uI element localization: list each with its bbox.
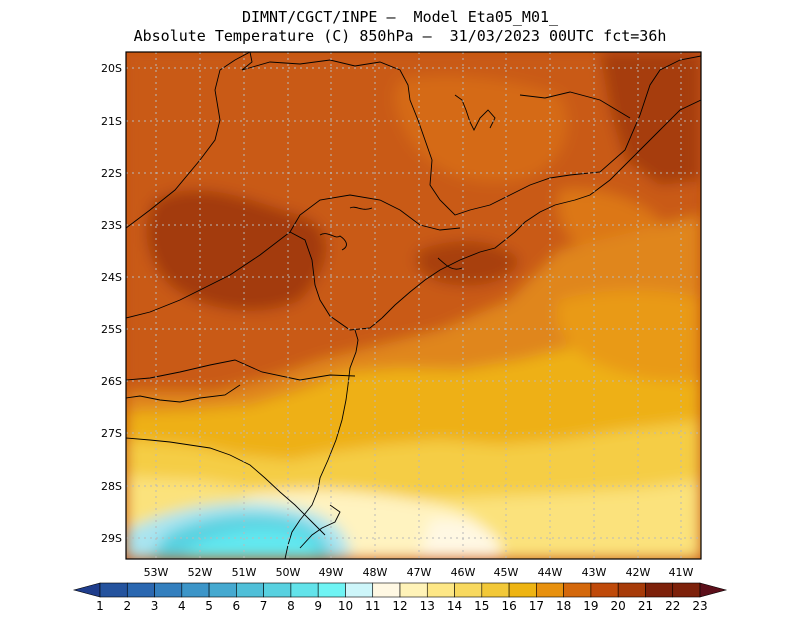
longitude-label: 45W — [493, 566, 519, 579]
colorbar-label: 20 — [610, 599, 626, 613]
longitude-label: 43W — [581, 566, 607, 579]
colorbar-label: 16 — [501, 599, 517, 613]
longitude-label: 52W — [187, 566, 213, 579]
latitude-label: 28S — [101, 480, 122, 493]
latitude-label: 25S — [101, 323, 122, 336]
colorbar-label: 2 — [123, 599, 132, 613]
longitude-label: 44W — [537, 566, 563, 579]
colorbar-label: 11 — [365, 599, 381, 613]
colorbar-segment — [154, 582, 183, 598]
grid-lines — [126, 52, 701, 559]
title-line-2: Absolute Temperature (C) 850hPa – 31/03/… — [133, 27, 667, 45]
colorbar-segment — [426, 582, 455, 598]
colorbar-label: 18 — [555, 599, 572, 613]
colorbar-segment — [208, 582, 237, 598]
title-line-1: DIMNT/CGCT/INPE – Model Eta05_M01_ — [241, 8, 559, 26]
colorbar-label: 17 — [528, 599, 544, 613]
colorbar-label: 13 — [419, 599, 435, 613]
colorbar-segment — [372, 582, 401, 598]
colorbar-label: 14 — [446, 599, 463, 613]
colorbar-segment — [536, 582, 564, 598]
colorbar-segment — [563, 582, 592, 598]
colorbar-label: 21 — [637, 599, 654, 613]
colorbar-label: 10 — [337, 599, 354, 613]
colorbar-segment — [617, 582, 646, 598]
colorbar-label: 1 — [96, 599, 104, 613]
longitude-label: 48W — [362, 566, 388, 579]
colorbar-segment — [399, 582, 428, 598]
colorbar-label: 3 — [150, 599, 159, 613]
latitude-label: 21S — [101, 115, 122, 128]
map-frame — [125, 51, 702, 560]
colorbar-label: 19 — [583, 599, 599, 613]
colorbar — [72, 582, 728, 598]
coastlines-borders — [126, 52, 701, 559]
temperature-field — [126, 52, 701, 559]
colorbar-segment — [236, 582, 264, 598]
latitude-label: 22S — [101, 167, 122, 180]
colorbar-label: 4 — [177, 599, 186, 613]
colorbar-label: 12 — [392, 599, 408, 613]
longitude-label: 41W — [668, 566, 694, 579]
colorbar-segment — [672, 582, 701, 598]
colorbar-label: 9 — [314, 599, 322, 613]
colorbar-label: 23 — [692, 599, 708, 613]
colorbar-segment — [99, 582, 128, 598]
colorbar-segment — [126, 582, 155, 598]
colorbar-segment — [454, 582, 483, 598]
colorbar-label: 15 — [474, 599, 490, 613]
colorbar-label: 6 — [232, 599, 241, 613]
colorbar-arrow-high — [699, 582, 728, 598]
longitude-label: 50W — [275, 566, 301, 579]
latitude-label: 27S — [101, 427, 122, 440]
latitude-label: 24S — [101, 271, 122, 284]
colorbar-segment — [508, 582, 537, 598]
colorbar-label: 5 — [205, 599, 213, 613]
latitude-label: 20S — [101, 62, 122, 75]
colorbar-segment — [590, 582, 619, 598]
colorbar-segment — [345, 582, 374, 598]
latitude-label: 26S — [101, 375, 122, 388]
colorbar-segment — [181, 582, 210, 598]
longitude-label: 42W — [625, 566, 651, 579]
latitude-label: 23S — [101, 219, 122, 232]
colorbar-label: 8 — [287, 599, 295, 613]
colorbar-segment — [290, 582, 319, 598]
longitude-label: 53W — [143, 566, 169, 579]
colorbar-arrow-low — [72, 582, 101, 598]
longitude-label: 49W — [318, 566, 344, 579]
colorbar-segment — [263, 582, 292, 598]
colorbar-segment — [645, 582, 674, 598]
longitude-label: 46W — [450, 566, 476, 579]
longitude-label: 47W — [406, 566, 432, 579]
longitude-label: 51W — [231, 566, 257, 579]
colorbar-label: 22 — [665, 599, 681, 613]
latitude-label: 29S — [101, 532, 122, 545]
colorbar-segment — [481, 582, 510, 598]
colorbar-segment — [317, 582, 346, 598]
colorbar-label: 7 — [259, 599, 268, 613]
